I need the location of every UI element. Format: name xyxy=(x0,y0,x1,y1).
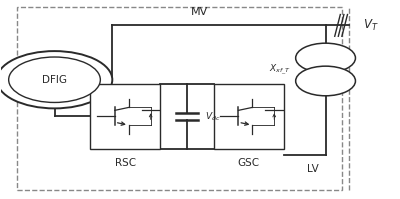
Circle shape xyxy=(296,66,356,96)
Circle shape xyxy=(0,51,112,108)
Circle shape xyxy=(9,57,100,102)
Text: $V_T$: $V_T$ xyxy=(364,18,379,33)
Text: $X_{xf\_T}$: $X_{xf\_T}$ xyxy=(269,62,291,77)
Text: GSC: GSC xyxy=(238,158,260,168)
Text: $V_{dc}$: $V_{dc}$ xyxy=(205,110,220,123)
Text: DFIG: DFIG xyxy=(42,75,67,85)
Bar xyxy=(214,84,284,149)
Text: LV: LV xyxy=(307,164,318,174)
Circle shape xyxy=(296,43,356,73)
Text: MV: MV xyxy=(191,8,209,18)
Text: RSC: RSC xyxy=(115,158,136,168)
Bar xyxy=(90,84,160,149)
